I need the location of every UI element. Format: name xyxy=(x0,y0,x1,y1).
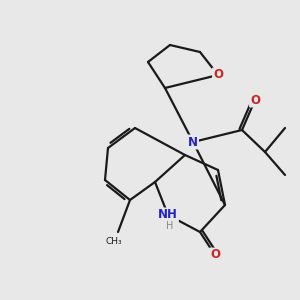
Text: N: N xyxy=(188,136,198,148)
Text: O: O xyxy=(250,94,260,106)
Text: O: O xyxy=(210,248,220,262)
Text: O: O xyxy=(213,68,223,82)
Text: H: H xyxy=(166,221,173,231)
Text: NH: NH xyxy=(158,208,178,221)
Text: CH₃: CH₃ xyxy=(105,236,122,245)
